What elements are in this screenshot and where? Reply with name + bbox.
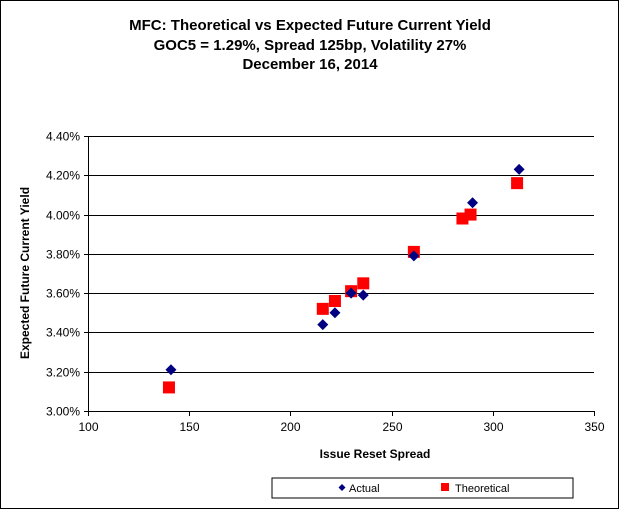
legend-theoretical-label: Theoretical — [455, 483, 509, 495]
theoretical-point — [316, 302, 329, 315]
x-tick-label: 250 — [382, 420, 402, 434]
y-tick-label: 3.80% — [46, 248, 80, 262]
actual-point — [165, 364, 177, 376]
actual-point — [408, 250, 420, 262]
legend-actual-label: Actual — [349, 483, 380, 495]
actual-point — [345, 287, 357, 299]
x-axis-label: Issue Reset Spread — [320, 447, 431, 461]
x-tick-label: 300 — [483, 420, 503, 434]
y-tick-label: 3.00% — [46, 405, 80, 419]
legend: Actual Theoretical — [271, 477, 574, 499]
legend-actual-marker — [338, 484, 346, 491]
theoretical-point — [357, 277, 370, 290]
theoretical-point — [328, 295, 341, 307]
x-tick-label: 150 — [179, 420, 199, 434]
theoretical-point — [464, 208, 477, 221]
y-tick-label: 4.20% — [46, 169, 80, 183]
y-tick-label: 4.00% — [46, 209, 80, 223]
x-tick-label: 100 — [78, 420, 98, 434]
chart-title-line-1: MFC: Theoretical vs Expected Future Curr… — [129, 17, 491, 34]
y-tick-label: 4.40% — [46, 130, 80, 144]
theoretical-point — [511, 177, 524, 190]
y-tick-label: 3.60% — [46, 287, 80, 301]
y-tick-label: 3.20% — [46, 366, 80, 380]
actual-point — [467, 197, 479, 209]
y-axis-label: Expected Future Current Yield — [18, 187, 32, 359]
x-tick-label: 200 — [280, 420, 300, 434]
y-tick-label: 3.40% — [46, 326, 80, 340]
data-points — [162, 163, 525, 394]
actual-point — [513, 163, 525, 175]
tick-labels: 3.00% 3.20% 3.40% 3.60% 3.80% 4.00% 4.20% 4.40%… — [46, 130, 605, 435]
legend-box — [271, 477, 574, 499]
chart-title-line-3: December 16, 2014 — [242, 56, 378, 73]
theoretical-point — [162, 381, 175, 394]
chart-title-line-2: GOC5 = 1.29%, Spread 125bp, Volatility 2… — [154, 37, 467, 54]
x-tick-label: 350 — [584, 420, 604, 434]
axes — [84, 136, 595, 416]
actual-point — [357, 289, 369, 301]
legend-theoretical-marker — [441, 483, 449, 491]
actual-point — [329, 307, 341, 319]
actual-point — [317, 319, 329, 331]
